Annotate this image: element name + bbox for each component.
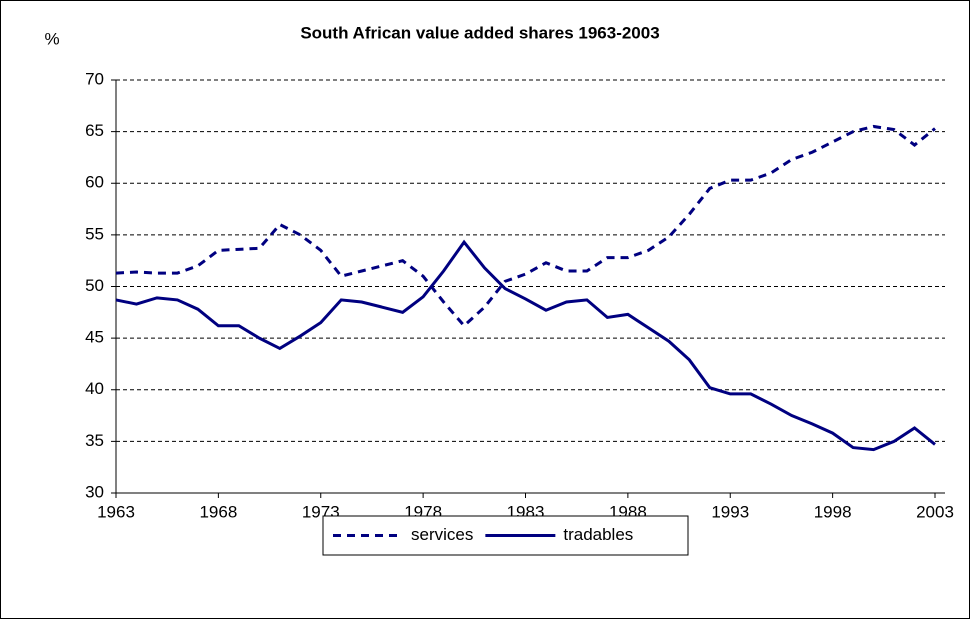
series-line bbox=[115, 239, 936, 452]
y-tick-label: 60 bbox=[85, 173, 104, 192]
x-tick-label: 2003 bbox=[916, 502, 954, 521]
legend-label: tradables bbox=[563, 525, 633, 544]
x-tick-label: 1993 bbox=[711, 502, 749, 521]
y-tick-label: 70 bbox=[85, 69, 104, 88]
x-tick-label: 1963 bbox=[97, 502, 135, 521]
x-tick-label: 1968 bbox=[199, 502, 237, 521]
y-tick-label: 40 bbox=[85, 379, 104, 398]
chart-title: South African value added shares 1963-20… bbox=[300, 23, 659, 42]
x-tick-label: 1998 bbox=[814, 502, 852, 521]
y-tick-label: 30 bbox=[85, 482, 104, 501]
y-tick-label: 55 bbox=[85, 224, 104, 243]
legend-label: services bbox=[411, 525, 473, 544]
y-tick-label: 35 bbox=[85, 431, 104, 450]
y-tick-label: 65 bbox=[85, 121, 104, 140]
y-axis-label: % bbox=[44, 29, 59, 48]
y-tick-label: 50 bbox=[85, 276, 104, 295]
y-tick-label: 45 bbox=[85, 328, 104, 347]
series-line bbox=[115, 124, 936, 328]
